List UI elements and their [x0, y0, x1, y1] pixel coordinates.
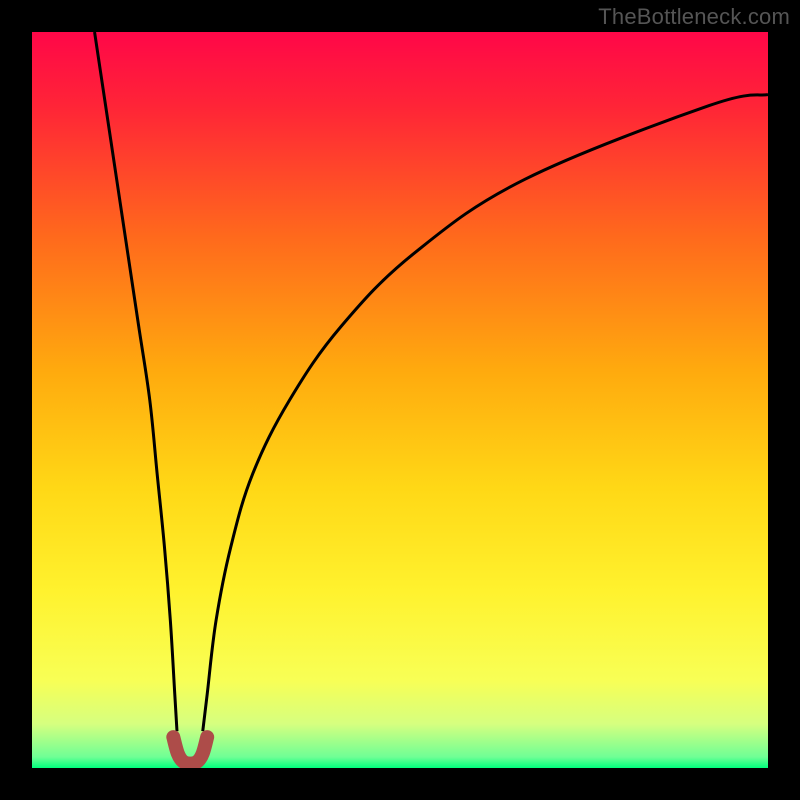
watermark-text: TheBottleneck.com [598, 4, 790, 30]
gradient-background [32, 32, 768, 768]
chart-root: TheBottleneck.com [0, 0, 800, 800]
plot-svg [32, 32, 768, 768]
plot-frame [32, 32, 768, 768]
